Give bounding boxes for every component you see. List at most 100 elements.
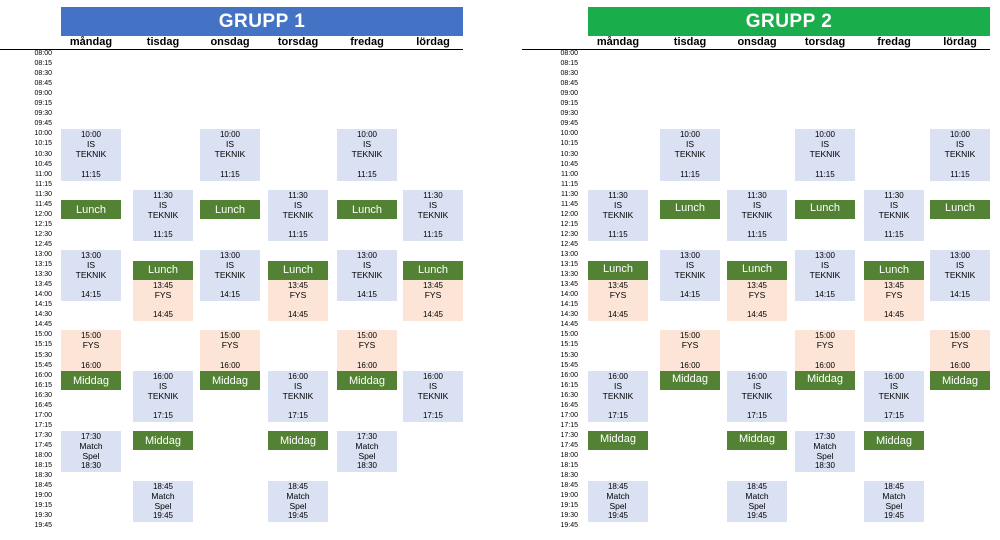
is-teknik-session-block[interactable]: 16:00 IS TEKNIK 17:15 xyxy=(403,370,463,422)
time-label: 12:30 xyxy=(560,230,578,238)
is-teknik-session-block[interactable]: 10:00 IS TEKNIK 11:15 xyxy=(61,129,121,181)
is-teknik-session-block[interactable]: 13:00 IS TEKNIK 14:15 xyxy=(61,250,121,302)
session-label: FYS xyxy=(424,290,442,301)
session-end-time: 11:15 xyxy=(423,229,443,239)
is-teknik-session-block[interactable]: 16:00 IS TEKNIK 17:15 xyxy=(864,370,924,422)
is-teknik-session-block[interactable]: 16:00 IS TEKNIK 17:15 xyxy=(268,370,328,422)
time-label: 09:15 xyxy=(560,100,578,108)
fys-session-block[interactable]: 13:45 FYS 14:45 xyxy=(133,280,193,322)
time-label: 14:45 xyxy=(34,321,52,329)
meal-block-middag: Middag xyxy=(660,371,720,391)
fys-session-block[interactable]: 15:00 FYS 16:00 xyxy=(660,330,720,372)
session-label: Match xyxy=(355,440,379,451)
fys-session-block[interactable]: 13:45 FYS 14:45 xyxy=(588,280,648,322)
match-session-block[interactable]: 18:45 Match Spel 19:45 xyxy=(133,481,193,523)
meal-block-middag: Middag xyxy=(133,431,193,451)
session-end-time: 11:15 xyxy=(950,169,970,179)
session-end-time: 11:15 xyxy=(153,229,173,239)
fys-session-block[interactable]: 13:45 FYS 14:45 xyxy=(268,280,328,322)
meal-label: Lunch xyxy=(603,262,633,275)
fys-session-block[interactable]: 13:45 FYS 14:45 xyxy=(727,280,787,322)
is-teknik-session-block[interactable]: 11:30 IS TEKNIK 11:15 xyxy=(588,189,648,241)
session-start-time: 13:00 xyxy=(679,251,701,260)
time-label: 13:15 xyxy=(34,261,52,269)
time-label: 12:15 xyxy=(34,220,52,228)
session-label: TEKNIK xyxy=(944,270,976,280)
is-teknik-session-block[interactable]: 13:00 IS TEKNIK 14:15 xyxy=(660,250,720,302)
meal-block-lunch: Lunch xyxy=(588,260,648,280)
fys-session-block[interactable]: 15:00 FYS 16:00 xyxy=(337,330,397,372)
is-teknik-session-block[interactable]: 10:00 IS TEKNIK 11:15 xyxy=(930,129,990,181)
time-label: 15:45 xyxy=(34,361,52,369)
is-teknik-session-block[interactable]: 16:00 IS TEKNIK 17:15 xyxy=(133,370,193,422)
is-teknik-session-block[interactable]: 16:00 IS TEKNIK 17:15 xyxy=(727,370,787,422)
time-label: 16:30 xyxy=(34,391,52,399)
fys-session-block[interactable]: 15:00 FYS 16:00 xyxy=(61,330,121,372)
is-teknik-session-block[interactable]: 11:30 IS TEKNIK 11:15 xyxy=(268,189,328,241)
is-teknik-session-block[interactable]: 10:00 IS TEKNIK 11:15 xyxy=(660,129,720,181)
session-end-time: 17:15 xyxy=(422,410,444,420)
time-label: 09:00 xyxy=(560,90,578,98)
match-session-block[interactable]: 18:45 Match Spel 19:45 xyxy=(864,481,924,523)
is-teknik-session-block[interactable]: 13:00 IS TEKNIK 14:15 xyxy=(200,250,260,302)
session-start-time: 16:00 xyxy=(883,371,905,381)
session-end-time: 16:00 xyxy=(80,360,102,370)
day-header-row: måndag tisdag onsdag torsdag fredag lördag xyxy=(522,36,990,50)
match-session-block[interactable]: 18:45 Match Spel 19:45 xyxy=(588,481,648,523)
is-teknik-session-block[interactable]: 11:30 IS TEKNIK 11:15 xyxy=(864,189,924,241)
session-start-time: 18:45 xyxy=(746,482,768,492)
session-label: IS xyxy=(428,380,438,391)
session-start-time: 10:00 xyxy=(356,130,378,140)
session-label: TEKNIK xyxy=(282,209,314,220)
session-start-time: 13:45 xyxy=(152,281,174,291)
time-label: 17:45 xyxy=(34,441,52,449)
time-label: 13:00 xyxy=(560,251,578,258)
match-session-block[interactable]: 17:30 Match Spel 18:30 xyxy=(337,430,397,473)
time-label: 13:00 xyxy=(34,251,52,258)
meal-label: Middag xyxy=(72,374,110,387)
session-label: FYS xyxy=(82,340,100,351)
is-teknik-session-block[interactable]: 10:00 IS TEKNIK 11:15 xyxy=(200,129,260,181)
time-label: 16:00 xyxy=(34,371,52,379)
match-session-block[interactable]: 18:45 Match Spel 19:45 xyxy=(727,481,787,523)
meal-block-middag: Middag xyxy=(337,371,397,391)
day-header-tisdag: tisdag xyxy=(146,36,180,48)
is-teknik-session-block[interactable]: 10:00 IS TEKNIK 11:15 xyxy=(795,129,855,181)
meal-label: Middag xyxy=(348,374,386,387)
match-session-block[interactable]: 18:45 Match Spel 19:45 xyxy=(268,481,328,523)
is-teknik-session-block[interactable]: 10:00 IS TEKNIK 11:15 xyxy=(337,129,397,181)
time-label: 18:45 xyxy=(34,482,52,490)
match-session-block[interactable]: 17:30 Match Spel 18:30 xyxy=(61,430,121,473)
session-label: TEKNIK xyxy=(602,209,634,220)
session-start-time: 10:00 xyxy=(814,130,836,140)
session-start-time: 16:00 xyxy=(422,371,444,381)
session-end-time: 14:45 xyxy=(883,310,905,320)
time-label: 14:45 xyxy=(560,321,578,329)
is-teknik-session-block[interactable]: 13:00 IS TEKNIK 14:15 xyxy=(337,250,397,302)
meal-label: Lunch xyxy=(810,202,840,215)
session-label: Spel xyxy=(82,450,100,461)
session-end-time: 11:15 xyxy=(680,169,700,179)
fys-session-block[interactable]: 15:00 FYS 16:00 xyxy=(930,330,990,372)
meal-block-lunch: Lunch xyxy=(133,260,193,280)
session-start-time: 13:00 xyxy=(814,251,836,260)
session-start-time: 11:30 xyxy=(884,190,904,200)
is-teknik-session-block[interactable]: 13:00 IS TEKNIK 14:15 xyxy=(930,250,990,302)
fys-session-block[interactable]: 15:00 FYS 16:00 xyxy=(200,330,260,372)
fys-session-block[interactable]: 13:45 FYS 14:45 xyxy=(864,280,924,322)
meal-label: Middag xyxy=(941,374,979,387)
fys-session-block[interactable]: 15:00 FYS 16:00 xyxy=(795,330,855,372)
fys-session-block[interactable]: 13:45 FYS 14:45 xyxy=(403,280,463,322)
is-teknik-session-block[interactable]: 16:00 IS TEKNIK 17:15 xyxy=(588,370,648,422)
session-label: IS xyxy=(362,139,372,150)
time-label: 16:00 xyxy=(560,371,578,379)
is-teknik-session-block[interactable]: 11:30 IS TEKNIK 11:15 xyxy=(727,189,787,241)
is-teknik-session-block[interactable]: 13:00 IS TEKNIK 14:15 xyxy=(795,250,855,302)
is-teknik-session-block[interactable]: 11:30 IS TEKNIK 11:15 xyxy=(403,189,463,241)
session-end-time: 14:15 xyxy=(219,290,241,300)
session-end-time: 14:45 xyxy=(607,310,629,320)
match-session-block[interactable]: 17:30 Match Spel 18:30 xyxy=(795,430,855,473)
session-label: TEKNIK xyxy=(741,390,773,401)
is-teknik-session-block[interactable]: 11:30 IS TEKNIK 11:15 xyxy=(133,189,193,241)
time-label: 17:00 xyxy=(34,411,52,419)
